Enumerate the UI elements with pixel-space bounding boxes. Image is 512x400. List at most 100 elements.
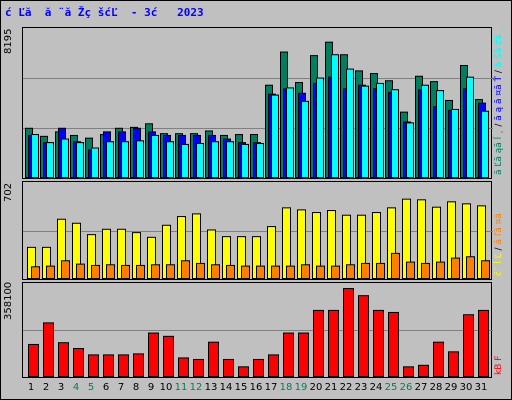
- kbytes-bar: [253, 358, 264, 377]
- hits-legend-item: ă Ľă ąă ĺ ˛: [494, 126, 504, 175]
- pages-bar: [151, 134, 159, 178]
- sites-bar: [136, 264, 145, 279]
- kbytes-bar: [268, 354, 279, 378]
- sites-bar: [361, 262, 370, 280]
- sites-bar: [121, 264, 130, 279]
- sites-bar: [31, 266, 40, 280]
- pages-bar: [421, 84, 429, 179]
- sites-bar: [391, 252, 400, 279]
- pages-bar: [181, 143, 189, 178]
- pages-bar: [376, 82, 384, 179]
- chart-title: ć Ľă ă ¨ă Žç šćĽ - 3ć 2023: [5, 6, 204, 19]
- visits-legend-item: /: [494, 244, 504, 251]
- visits-legend-item: ă ľă ¤ă: [494, 213, 504, 245]
- day-label: 13: [204, 382, 218, 393]
- sites-bar: [61, 260, 70, 280]
- pages-bar: [61, 138, 69, 178]
- max-label-hits: 8195: [3, 29, 14, 55]
- kbytes-bar: [133, 353, 144, 377]
- kbytes-bar: [478, 309, 489, 377]
- kbytes-bar: [418, 364, 429, 378]
- day-label: 24: [369, 382, 383, 393]
- kbytes-bar: [283, 332, 294, 377]
- pages-bar: [301, 100, 309, 178]
- sites-bar: [481, 260, 490, 280]
- day-label: 12: [189, 382, 203, 393]
- pages-bar: [106, 141, 114, 178]
- kbytes-bar: [208, 341, 219, 377]
- sites-bar: [226, 264, 235, 279]
- sites-bar: [451, 257, 460, 280]
- day-label: 10: [159, 382, 173, 393]
- pages-bar: [31, 134, 39, 178]
- day-label: 21: [324, 382, 338, 393]
- pages-bar: [271, 94, 279, 178]
- max-label-kbytes: 358100: [3, 281, 14, 320]
- sites-bar: [76, 263, 85, 280]
- day-label: 25: [384, 382, 398, 393]
- pages-bar: [121, 141, 129, 178]
- pages-bar: [76, 142, 84, 178]
- pages-bar: [211, 141, 219, 178]
- kbytes-panel: [22, 282, 493, 378]
- day-label: 5: [87, 382, 95, 393]
- sites-bar: [106, 264, 115, 279]
- kbytes-bar: [178, 357, 189, 377]
- pages-bar: [286, 87, 294, 178]
- pages-bar: [226, 141, 234, 178]
- day-label: 14: [219, 382, 233, 393]
- day-label: 23: [354, 382, 368, 393]
- sites-bar: [346, 264, 355, 279]
- day-label: 11: [174, 382, 188, 393]
- day-label: 6: [102, 382, 110, 393]
- day-label: 15: [234, 382, 248, 393]
- sites-bar: [316, 265, 325, 280]
- kbytes-bar: [463, 314, 474, 377]
- kbytes-bar: [103, 354, 114, 378]
- kbytes-legend-item: kB F: [494, 355, 504, 375]
- visits-legend-item: č¨ ĺ Ľ: [494, 250, 504, 276]
- day-label: 9: [147, 382, 155, 393]
- hits-panel: [22, 27, 493, 179]
- pages-bar: [406, 122, 414, 178]
- kbytes-bar: [148, 332, 159, 377]
- day-label: 30: [459, 382, 473, 393]
- visits-plot: [23, 198, 493, 280]
- day-label: 1: [27, 382, 35, 393]
- sites-bar: [466, 256, 475, 279]
- kbytes-bar: [163, 335, 174, 377]
- sites-bar: [151, 264, 160, 279]
- kbytes-bar: [433, 341, 444, 377]
- pages-bar: [331, 54, 339, 178]
- day-label: 16: [249, 382, 263, 393]
- visits-panel: [22, 181, 493, 280]
- max-label-visits: 702: [3, 183, 14, 203]
- pages-bar: [256, 143, 264, 178]
- day-axis: 1 2 3 4 5 6 7 8 9 10 11 12 13 14 15 16 17 18 19 20 21 22 23 24 2…: [22, 382, 492, 396]
- kbytes-bar: [298, 332, 309, 377]
- sites-bar: [241, 265, 250, 280]
- kbytes-bar: [88, 354, 99, 378]
- kbytes-bar: [328, 309, 339, 377]
- pages-bar: [241, 143, 249, 178]
- day-label: 4: [72, 382, 80, 393]
- day-label: 27: [414, 382, 428, 393]
- hits-legend-item: /: [494, 120, 504, 127]
- sites-bar: [181, 260, 190, 280]
- sites-bar: [166, 264, 175, 279]
- sites-bar: [406, 261, 415, 279]
- kbytes-bar: [343, 288, 354, 377]
- pages-bar: [436, 90, 444, 178]
- day-label: 28: [429, 382, 443, 393]
- kbytes-bar: [403, 366, 414, 377]
- pages-bar: [346, 68, 354, 178]
- hits-plot: [23, 41, 493, 179]
- pages-bar: [316, 77, 324, 178]
- visits-legend: č¨ ĺ Ľ / ă ľă ¤ă: [494, 184, 510, 276]
- day-label: 19: [294, 382, 308, 393]
- day-label: 31: [474, 382, 488, 393]
- pages-bar: [166, 141, 174, 178]
- pages-bar: [481, 110, 489, 178]
- day-label: 26: [399, 382, 413, 393]
- day-label: 8: [132, 382, 140, 393]
